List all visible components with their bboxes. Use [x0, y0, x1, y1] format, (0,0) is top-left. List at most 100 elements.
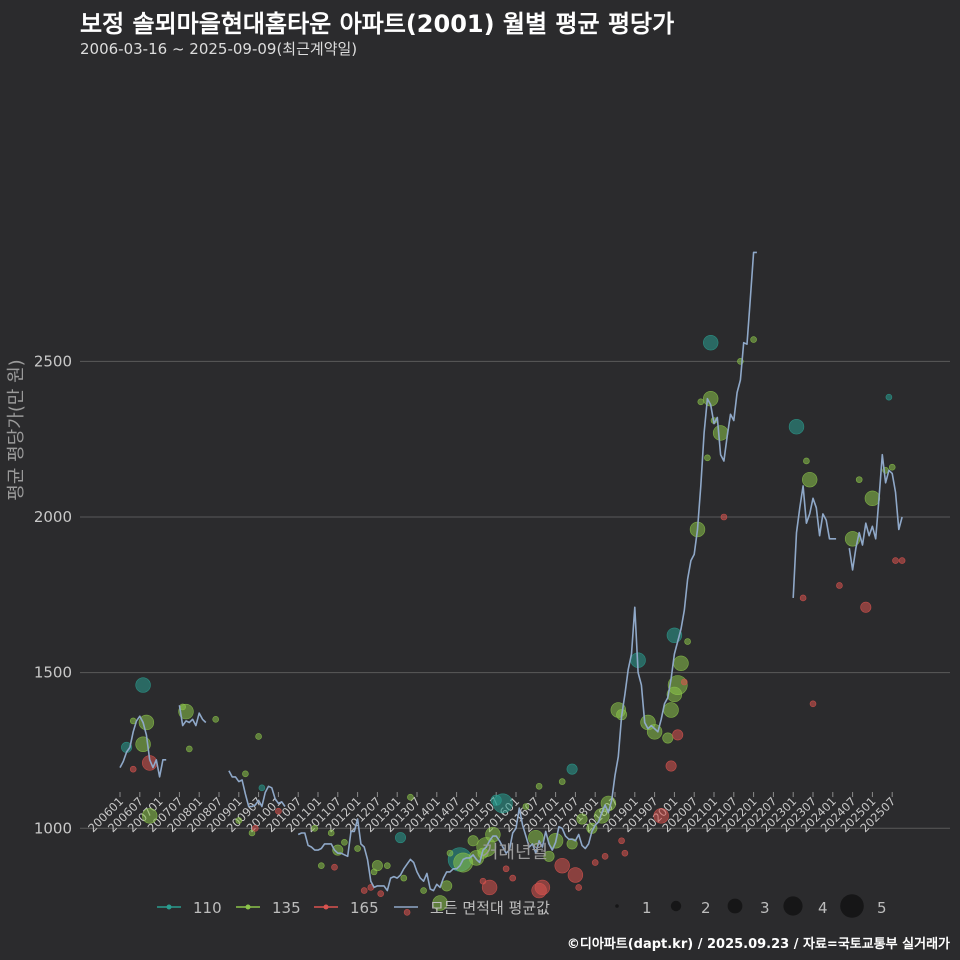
data-point-165	[129, 765, 137, 773]
data-point-135	[186, 745, 193, 753]
data-point-135	[383, 862, 391, 869]
legend-key-point	[166, 904, 172, 910]
data-point-165	[618, 837, 625, 845]
legend-label: 모든 면적대 평균값	[430, 899, 550, 917]
data-point-110	[394, 832, 406, 844]
legend-size-label: 2	[701, 899, 711, 917]
data-point-135	[420, 887, 427, 894]
data-point-110	[258, 784, 266, 792]
y-axis-label: 평균 평당가(만 원)	[6, 359, 27, 500]
data-point-135	[212, 716, 219, 723]
data-point-135	[142, 808, 158, 824]
data-point-135	[311, 824, 319, 832]
data-point-135	[558, 778, 566, 785]
legend-key-point	[245, 904, 251, 910]
data-point-110	[492, 793, 513, 814]
data-point-165	[653, 808, 669, 824]
data-point-135	[138, 714, 155, 731]
data-point-135	[684, 638, 691, 645]
legend-size-circle	[615, 904, 619, 908]
data-point-135	[432, 895, 448, 911]
average-line-segment	[848, 453, 903, 571]
legend-label: 135	[272, 899, 301, 917]
data-point-135	[522, 803, 530, 810]
data-point-165	[252, 824, 259, 832]
data-point-135	[178, 703, 194, 720]
data-point-135	[543, 850, 555, 862]
chart-subtitle: 2006-03-16 ~ 2025-09-09(최근계약일)	[80, 40, 358, 58]
data-point-165	[481, 879, 498, 896]
data-point-165	[799, 594, 807, 602]
legend-size-circle	[670, 900, 682, 912]
data-point-165	[591, 859, 599, 866]
data-point-135	[242, 770, 249, 778]
data-point-135	[441, 880, 453, 892]
data-point-135	[407, 793, 414, 801]
data-point-135	[704, 454, 711, 462]
data-point-135	[317, 862, 325, 869]
data-point-135	[697, 398, 705, 406]
data-point-165	[860, 601, 872, 613]
grid-lines	[80, 360, 950, 829]
data-point-165	[672, 729, 684, 741]
data-point-135	[235, 817, 243, 824]
data-point-110	[566, 763, 578, 775]
y-tick-label: 1500	[34, 664, 72, 682]
legend-label: 165	[350, 899, 379, 917]
data-point-135	[400, 874, 408, 882]
data-point-165	[836, 582, 843, 589]
legend-size-label: 5	[877, 899, 887, 917]
data-point-165	[360, 887, 368, 894]
data-point-165	[534, 879, 551, 896]
legend: 110 135 165 모든 면적대 평균값 1 2 3 4 5	[157, 894, 887, 918]
data-point-135	[485, 826, 501, 843]
legend-key-point	[323, 904, 329, 910]
average-line-segment	[792, 485, 837, 598]
data-point-165	[720, 513, 728, 521]
average-line-segment	[178, 705, 207, 727]
average-line-segment	[228, 770, 286, 808]
data-point-165	[898, 557, 906, 564]
data-point-135	[341, 839, 348, 846]
data-point-135	[803, 457, 810, 465]
data-point-165	[403, 909, 411, 916]
average-line	[119, 251, 903, 892]
data-point-165	[567, 867, 584, 883]
data-point-135	[594, 808, 610, 824]
data-point-135	[467, 835, 479, 847]
y-axis-ticks: 1000 1500 2000 2500	[34, 352, 72, 837]
data-point-165	[809, 700, 817, 708]
data-point-110	[788, 419, 805, 435]
data-point-165	[621, 849, 629, 857]
chart-caption: ©디아파트(dapt.kr) / 2025.09.23 / 자료=국토교통부 실…	[566, 937, 950, 952]
data-point-135	[248, 829, 256, 837]
data-point-110	[135, 677, 151, 693]
y-tick-label: 1000	[34, 819, 72, 837]
data-point-135	[255, 733, 262, 740]
data-point-135	[855, 476, 863, 483]
data-point-135	[327, 829, 335, 837]
data-point-135	[673, 655, 689, 672]
data-point-110	[702, 334, 719, 351]
data-point-165	[665, 760, 677, 772]
data-point-135	[354, 845, 361, 852]
data-point-135	[801, 471, 818, 488]
data-point-135	[535, 782, 543, 790]
legend-size-label: 4	[818, 899, 828, 917]
legend-label: 110	[193, 899, 222, 917]
data-point-165	[892, 557, 899, 564]
data-point-135	[663, 702, 679, 718]
data-point-135	[662, 732, 674, 744]
data-point-135	[446, 849, 454, 857]
data-point-110	[885, 393, 893, 401]
data-point-165	[502, 865, 510, 873]
average-line-segment	[297, 251, 757, 892]
legend-size-label: 3	[760, 899, 770, 917]
data-point-165	[554, 857, 570, 874]
data-point-165	[680, 678, 688, 686]
legend-size-circle	[840, 894, 864, 918]
data-point-165	[331, 863, 338, 871]
data-point-165	[377, 890, 385, 897]
y-tick-label: 2000	[34, 508, 72, 526]
